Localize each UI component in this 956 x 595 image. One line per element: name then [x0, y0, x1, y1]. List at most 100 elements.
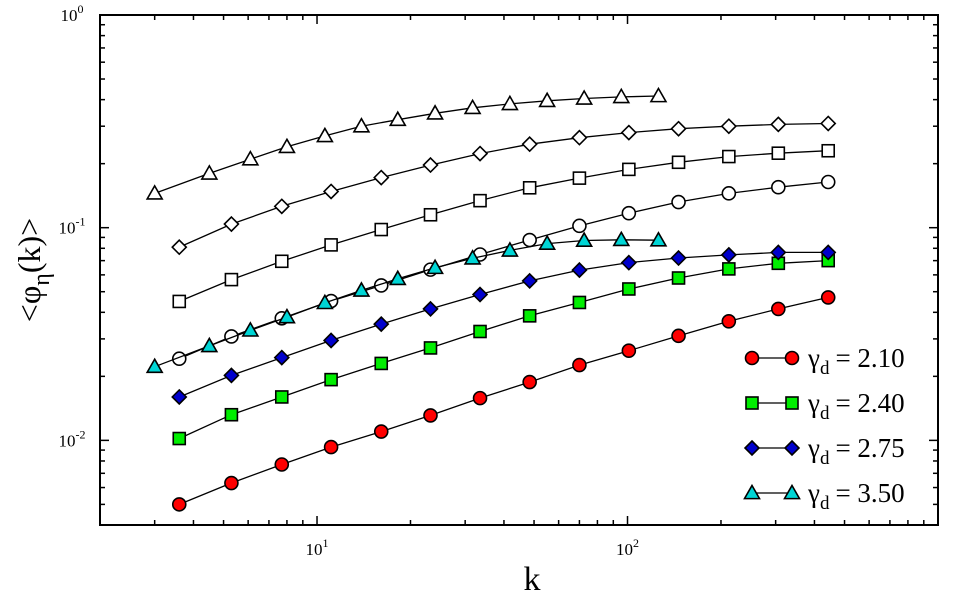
data-point [316, 126, 334, 143]
data-point [323, 439, 339, 455]
data-point [423, 207, 438, 222]
data-point [620, 254, 637, 271]
data-point [670, 249, 687, 267]
series-circle-filled [171, 290, 836, 512]
data-point [241, 150, 260, 166]
data-point [422, 156, 439, 174]
y-tick-label: 100 [61, 2, 84, 25]
data-point [522, 374, 537, 390]
data-point [671, 328, 686, 344]
data-point [501, 94, 519, 111]
tick-labels: 101 102 10-2 10-1 100 [59, 2, 640, 559]
series-line [179, 259, 829, 440]
data-point [820, 244, 837, 261]
data-point [575, 89, 594, 105]
data-point [771, 146, 786, 160]
data-point [770, 244, 787, 261]
data-point [374, 222, 389, 237]
data-point [278, 307, 296, 324]
data-point [224, 407, 239, 422]
series-triangle-filled [145, 230, 668, 374]
data-point [274, 457, 290, 472]
series-line [179, 150, 829, 302]
data-point [145, 184, 164, 200]
data-point [538, 234, 557, 250]
data-point [426, 104, 444, 120]
data-point [172, 294, 187, 309]
series-diamond-filled [171, 244, 837, 406]
data-point [471, 286, 489, 303]
data-point [671, 194, 686, 210]
data-point [820, 115, 837, 132]
plot-frame [99, 14, 939, 526]
data-point [649, 231, 668, 247]
series-square-filled [172, 253, 836, 446]
data-point [771, 179, 786, 195]
data-point [621, 205, 637, 221]
legend-label: γd = 3.50 [807, 478, 905, 514]
y-axis-title: <φη(k)> [11, 218, 55, 322]
series-line [179, 122, 829, 248]
series-layer [145, 86, 837, 512]
data-point [274, 390, 289, 404]
legend-label: γd = 2.10 [807, 343, 905, 379]
data-point [473, 324, 487, 339]
data-point [316, 293, 334, 310]
data-point [223, 367, 240, 384]
data-point [572, 357, 587, 373]
x-tick-label: 102 [616, 536, 639, 559]
legend-entry: γd = 2.75 [743, 433, 905, 469]
data-point [521, 272, 538, 290]
legend-marker [784, 350, 800, 366]
data-point [522, 232, 537, 248]
data-point [224, 272, 239, 287]
data-point [722, 149, 736, 164]
data-point [622, 162, 636, 177]
legend-label: γd = 2.75 [807, 433, 905, 469]
data-point [572, 218, 587, 234]
data-point [620, 124, 637, 141]
data-point [172, 431, 187, 446]
y-tick-label: 10-1 [59, 215, 86, 238]
data-point [720, 246, 737, 264]
series-circle-open [171, 174, 836, 367]
data-point [373, 278, 389, 293]
y-axis-title-close: (k)> [11, 218, 47, 273]
series-square-open [172, 143, 836, 309]
legend-marker [783, 439, 801, 457]
data-point [273, 349, 290, 366]
data-point [821, 143, 836, 158]
data-point [352, 281, 371, 297]
legend-marker [745, 396, 759, 410]
legend-marker [743, 483, 761, 500]
data-point [200, 164, 219, 180]
data-point [571, 129, 588, 146]
data-point [374, 356, 389, 371]
legend-entry: γd = 3.50 [743, 478, 905, 514]
data-point [224, 475, 239, 491]
data-point [273, 198, 290, 215]
data-point [612, 87, 631, 104]
data-point [649, 86, 668, 103]
data-point [463, 249, 482, 265]
data-point [171, 497, 187, 512]
series-line [154, 95, 659, 195]
data-point [322, 332, 340, 349]
data-point [145, 357, 164, 374]
data-point [575, 231, 594, 247]
data-point [322, 183, 340, 200]
y-axis-title-sub: η [29, 273, 55, 286]
data-point [671, 155, 686, 170]
data-point [471, 145, 489, 162]
data-point [373, 169, 390, 186]
data-point [352, 117, 371, 133]
data-point [722, 262, 736, 276]
data-point [324, 372, 338, 387]
data-point [473, 193, 487, 208]
data-point [622, 282, 636, 296]
data-point [171, 239, 188, 256]
data-point [463, 98, 482, 115]
data-point [522, 181, 537, 195]
data-point [572, 171, 587, 185]
data-point [423, 341, 438, 355]
